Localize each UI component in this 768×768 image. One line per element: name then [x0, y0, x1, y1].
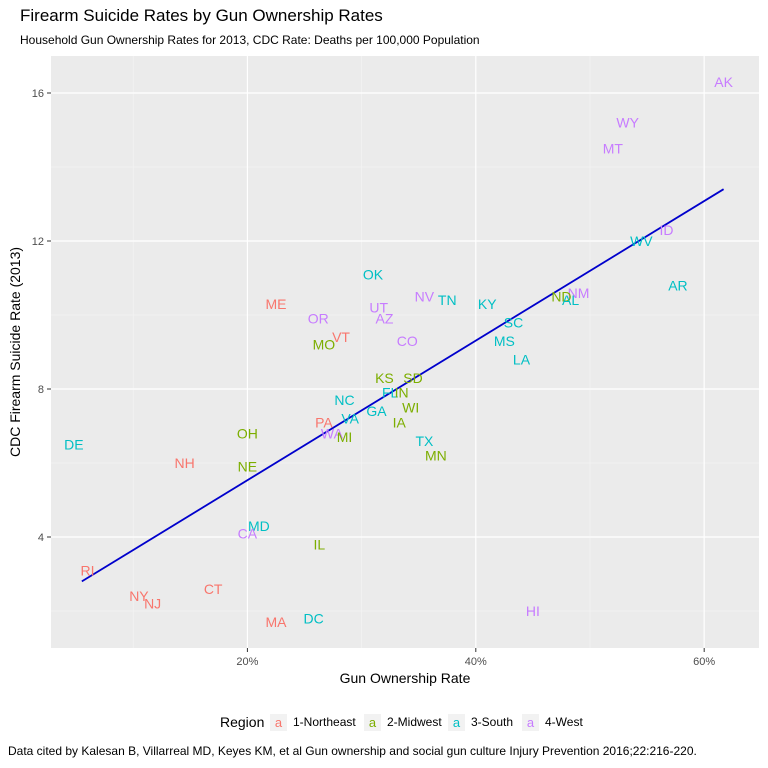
- state-label-wv: WV: [630, 233, 653, 249]
- state-label-wa: WA: [321, 425, 344, 441]
- state-label-ks: KS: [375, 370, 394, 386]
- legend-key-symbol: a: [527, 715, 535, 730]
- state-label-nh: NH: [174, 455, 194, 471]
- legend-key-symbol: a: [275, 715, 283, 730]
- x-axis-title: Gun Ownership Rate: [340, 670, 471, 686]
- y-axis-ticks: 4 8 12 16: [32, 88, 51, 544]
- state-label-va: VA: [341, 411, 359, 427]
- source-note: Data cited by Kalesan B, Villarreal MD, …: [8, 744, 697, 758]
- state-label-nv: NV: [415, 289, 435, 305]
- state-label-oh: OH: [237, 425, 258, 441]
- legend-label: 2-Midwest: [387, 715, 442, 729]
- state-label-me: ME: [265, 296, 286, 312]
- state-label-or: OR: [308, 311, 329, 327]
- state-label-sd: SD: [403, 370, 422, 386]
- x-axis-ticks: 20% 40% 60%: [236, 648, 715, 668]
- legend: Region a 1-Northeast a 2-Midwest a 3-South a 4-…: [220, 714, 583, 731]
- state-label-ny: NY: [129, 588, 149, 604]
- state-label-ne: NE: [238, 459, 257, 475]
- state-label-al: AL: [562, 292, 579, 308]
- legend-key: [270, 714, 287, 731]
- state-label-wy: WY: [616, 115, 639, 131]
- state-label-nd: ND: [551, 289, 571, 305]
- state-label-mn: MN: [425, 448, 447, 464]
- state-label-il: IL: [314, 536, 326, 552]
- state-label-mi: MI: [337, 429, 353, 445]
- state-label-ma: MA: [265, 614, 287, 630]
- y-tick-label: 16: [32, 88, 44, 100]
- chart-title: Firearm Suicide Rates by Gun Ownership R…: [20, 6, 383, 25]
- state-label-ms: MS: [494, 333, 515, 349]
- x-tick-label: 60%: [693, 656, 715, 668]
- state-label-ak: AK: [714, 74, 733, 90]
- state-label-tx: TX: [415, 433, 434, 449]
- state-label-de: DE: [64, 437, 83, 453]
- state-label-nj: NJ: [144, 596, 161, 612]
- legend-key-symbol: a: [369, 715, 377, 730]
- state-label-vt: VT: [332, 329, 350, 345]
- legend-key-symbol: a: [453, 715, 461, 730]
- state-label-fl: FL: [382, 385, 399, 401]
- state-label-id: ID: [660, 222, 674, 238]
- state-label-az: AZ: [375, 311, 393, 327]
- state-label-mo: MO: [313, 337, 336, 353]
- legend-key: [364, 714, 381, 731]
- state-label-tn: TN: [438, 292, 457, 308]
- state-label-dc: DC: [304, 610, 324, 626]
- plot-panel: [51, 56, 759, 648]
- legend-key: [522, 714, 539, 731]
- state-label-la: LA: [513, 351, 531, 367]
- legend-label: 1-Northeast: [293, 715, 356, 729]
- y-axis-title: CDC Firearm Suicide Rate (2013): [7, 247, 23, 457]
- state-label-ct: CT: [204, 581, 223, 597]
- state-label-nm: NM: [568, 285, 590, 301]
- state-label-pa: PA: [315, 414, 333, 430]
- chart-subtitle: Household Gun Ownership Rates for 2013, …: [20, 33, 480, 47]
- state-label-hi: HI: [526, 603, 540, 619]
- state-label-ar: AR: [668, 277, 687, 293]
- state-label-ut: UT: [369, 300, 388, 316]
- major-gridlines: [51, 56, 759, 648]
- state-label-wi: WI: [402, 400, 419, 416]
- state-label-sc: SC: [504, 314, 523, 330]
- legend-title: Region: [220, 714, 264, 730]
- state-label-ga: GA: [366, 403, 387, 419]
- state-label-in: IN: [395, 385, 409, 401]
- x-tick-label: 20%: [236, 656, 258, 668]
- y-tick-label: 12: [32, 236, 44, 248]
- state-label-md: MD: [248, 518, 270, 534]
- state-label-co: CO: [397, 333, 418, 349]
- state-label-mt: MT: [603, 141, 624, 157]
- y-tick-label: 8: [38, 384, 44, 396]
- y-tick-label: 4: [38, 532, 44, 544]
- legend-label: 3-South: [471, 715, 513, 729]
- state-label-ia: IA: [393, 414, 407, 430]
- state-label-ky: KY: [478, 296, 497, 312]
- legend-label: 4-West: [545, 715, 583, 729]
- state-label-nc: NC: [334, 392, 354, 408]
- state-label-ca: CA: [238, 525, 258, 541]
- trend-line: [81, 188, 725, 583]
- x-tick-label: 40%: [465, 656, 487, 668]
- state-label-ok: OK: [363, 266, 384, 282]
- legend-key: [448, 714, 465, 731]
- state-label-ri: RI: [81, 562, 95, 578]
- trend-line-group: [81, 188, 725, 583]
